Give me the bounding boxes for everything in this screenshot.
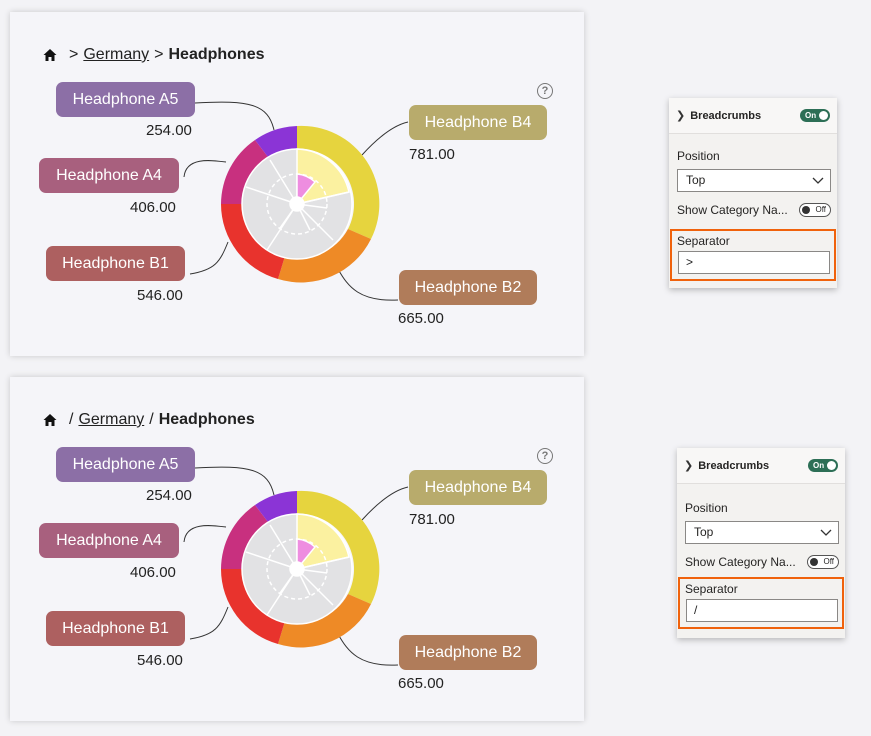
breadcrumb-current: Headphones	[168, 46, 265, 63]
position-dropdown[interactable]: Top	[685, 521, 839, 544]
breadcrumb: / Germany / Headphones	[42, 410, 255, 430]
segment-headphone-b1[interactable]	[221, 204, 285, 279]
toggle-knob	[810, 558, 818, 566]
report-card-bottom: / Germany / Headphones ?	[10, 377, 584, 721]
inner-segment-headphone-a5[interactable]	[296, 538, 317, 572]
value-headphone-b2: 665.00	[398, 675, 444, 692]
breadcrumbs-toggle[interactable]: On	[808, 459, 838, 472]
sunburst-chart	[183, 466, 409, 666]
separator-input[interactable]: /	[686, 599, 838, 622]
toggle-knob	[802, 206, 810, 214]
show-category-label: Show Category Na...	[685, 555, 796, 569]
format-pane-top: ❯ Breadcrumbs On Position Top Show Categ…	[669, 98, 837, 288]
label-headphone-b2[interactable]: Headphone B2	[399, 635, 537, 670]
position-dropdown[interactable]: Top	[677, 169, 831, 192]
position-label: Position	[685, 501, 728, 515]
inner-ring	[241, 148, 353, 260]
format-pane-bottom: ❯ Breadcrumbs On Position Top Show Categ…	[677, 448, 845, 638]
segment-headphone-b1[interactable]	[221, 569, 285, 644]
inner-ring	[241, 513, 353, 625]
segment-headphone-a4[interactable]	[221, 505, 268, 569]
toggle-label: On	[805, 111, 817, 120]
separator-label: Separator	[685, 582, 738, 596]
help-icon[interactable]: ?	[537, 448, 553, 464]
value-headphone-b1: 546.00	[137, 652, 183, 669]
section-title: Breadcrumbs	[698, 459, 770, 472]
value-headphone-b2: 665.00	[398, 310, 444, 327]
chevron-down-icon	[820, 529, 832, 536]
segment-headphone-b4[interactable]	[297, 490, 380, 604]
breadcrumb: > Germany > Headphones	[42, 45, 265, 65]
breadcrumbs-section-header[interactable]: ❯ Breadcrumbs On	[669, 98, 837, 134]
separator-highlight: Separator >	[670, 229, 836, 281]
separator-input[interactable]: >	[678, 251, 830, 274]
toggle-knob	[827, 461, 836, 470]
value-headphone-b1: 546.00	[137, 287, 183, 304]
show-category-label: Show Category Na...	[677, 203, 788, 217]
section-title: Breadcrumbs	[690, 109, 762, 122]
sunburst-chart	[183, 101, 409, 301]
toggle-label: On	[813, 461, 825, 470]
chevron-right-icon[interactable]: ❯	[684, 460, 694, 472]
segment-headphone-b2[interactable]	[278, 594, 371, 648]
value-headphone-a5: 254.00	[146, 487, 192, 504]
breadcrumbs-section-header[interactable]: ❯ Breadcrumbs On	[677, 448, 845, 484]
value-headphone-a5: 254.00	[146, 122, 192, 139]
show-category-toggle[interactable]: Off	[807, 555, 839, 569]
chevron-down-icon	[812, 177, 824, 184]
inner-segment-headphone-a5[interactable]	[296, 173, 317, 207]
breadcrumb-separator: >	[154, 46, 164, 63]
label-headphone-b2[interactable]: Headphone B2	[399, 270, 537, 305]
label-headphone-b1[interactable]: Headphone B1	[46, 246, 185, 281]
position-value: Top	[686, 173, 706, 187]
report-card-top: > Germany > Headphones ?	[10, 12, 584, 356]
outer-ring	[221, 490, 380, 648]
inner-segment-headphone-b4[interactable]	[296, 513, 350, 570]
chevron-right-icon[interactable]: ❯	[676, 110, 686, 122]
value-headphone-a4: 406.00	[130, 199, 176, 216]
breadcrumb-link-germany[interactable]: Germany	[83, 46, 150, 63]
segment-headphone-b4[interactable]	[297, 125, 380, 239]
segment-headphone-b2[interactable]	[278, 229, 371, 283]
breadcrumb-link-germany[interactable]: Germany	[78, 411, 145, 428]
outer-ring	[221, 125, 380, 283]
leader-lines	[183, 466, 409, 666]
show-category-toggle[interactable]: Off	[799, 203, 831, 217]
value-headphone-b4: 781.00	[409, 511, 455, 528]
position-value: Top	[694, 525, 714, 539]
label-headphone-a5[interactable]: Headphone A5	[56, 82, 195, 117]
label-headphone-b4[interactable]: Headphone B4	[409, 470, 547, 505]
home-icon[interactable]	[42, 412, 58, 428]
help-icon[interactable]: ?	[537, 83, 553, 99]
toggle-label: Off	[815, 205, 826, 214]
position-label: Position	[677, 149, 720, 163]
label-headphone-b4[interactable]: Headphone B4	[409, 105, 547, 140]
breadcrumb-separator: /	[69, 411, 74, 428]
label-headphone-a4[interactable]: Headphone A4	[39, 158, 179, 193]
inner-segment-headphone-b4[interactable]	[296, 148, 350, 205]
separator-highlight: Separator /	[678, 577, 844, 629]
breadcrumb-current: Headphones	[158, 411, 255, 428]
label-headphone-a5[interactable]: Headphone A5	[56, 447, 195, 482]
leader-lines	[183, 101, 409, 301]
label-headphone-b1[interactable]: Headphone B1	[46, 611, 185, 646]
breadcrumb-separator: /	[149, 411, 154, 428]
separator-label: Separator	[677, 234, 730, 248]
home-icon[interactable]	[42, 47, 58, 63]
segment-headphone-a4[interactable]	[221, 140, 268, 204]
breadcrumb-separator: >	[69, 46, 79, 63]
value-headphone-b4: 781.00	[409, 146, 455, 163]
toggle-knob	[819, 111, 828, 120]
toggle-label: Off	[823, 557, 834, 566]
label-headphone-a4[interactable]: Headphone A4	[39, 523, 179, 558]
breadcrumbs-toggle[interactable]: On	[800, 109, 830, 122]
value-headphone-a4: 406.00	[130, 564, 176, 581]
